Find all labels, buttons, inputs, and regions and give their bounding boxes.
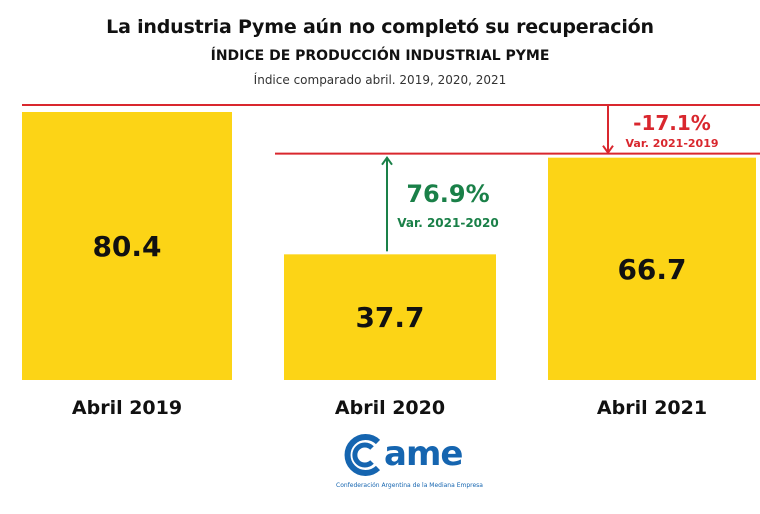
came-logo-c-icon — [344, 434, 381, 476]
bar-value-label: 80.4 — [92, 230, 161, 263]
down-arrow-icon — [602, 145, 614, 155]
category-label: Abril 2020 — [335, 397, 445, 419]
category-label: Abril 2021 — [597, 397, 707, 419]
variation-2021-2020-value: 76.9% — [406, 180, 489, 208]
chart-note: Índice comparado abril. 2019, 2020, 2021 — [253, 73, 507, 87]
bar-value-label: 37.7 — [355, 301, 424, 334]
bar-value-label: 66.7 — [617, 253, 686, 286]
came-logo: ame Confederación Argentina de la Median… — [336, 430, 486, 500]
chart-title: La industria Pyme aún no completó su rec… — [106, 16, 654, 38]
variation-2021-2019-value: -17.1% — [633, 111, 711, 135]
up-arrow-icon — [381, 155, 393, 166]
bar-3 — [548, 157, 756, 380]
chart-subtitle: ÍNDICE DE PRODUCCIÓN INDUSTRIAL PYME — [210, 48, 550, 64]
bar-1 — [22, 112, 232, 380]
came-logo-text: ame — [384, 434, 463, 474]
came-logo-tagline: Confederación Argentina de la Mediana Em… — [336, 482, 483, 489]
bar-2 — [284, 254, 496, 380]
variation-2021-2019-label: Var. 2021-2019 — [626, 137, 719, 150]
category-label: Abril 2019 — [72, 397, 182, 419]
variation-2021-2020-label: Var. 2021-2020 — [397, 216, 498, 230]
